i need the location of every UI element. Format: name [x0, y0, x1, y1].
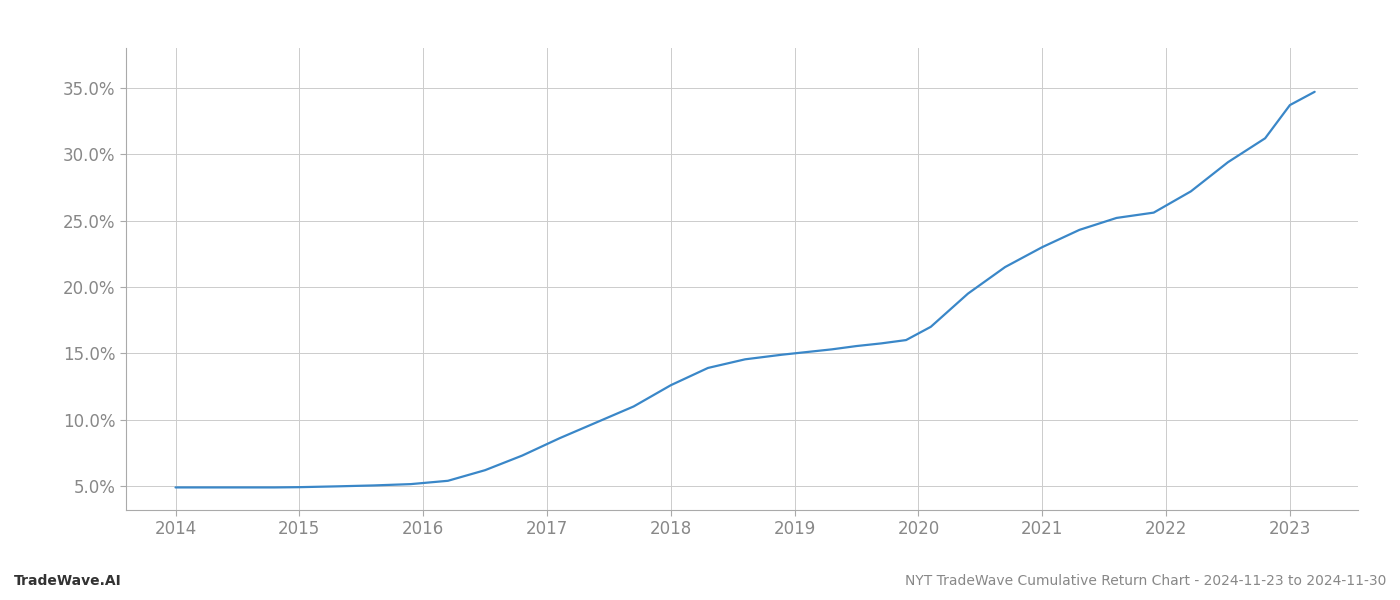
Text: NYT TradeWave Cumulative Return Chart - 2024-11-23 to 2024-11-30: NYT TradeWave Cumulative Return Chart - …: [904, 574, 1386, 588]
Text: TradeWave.AI: TradeWave.AI: [14, 574, 122, 588]
